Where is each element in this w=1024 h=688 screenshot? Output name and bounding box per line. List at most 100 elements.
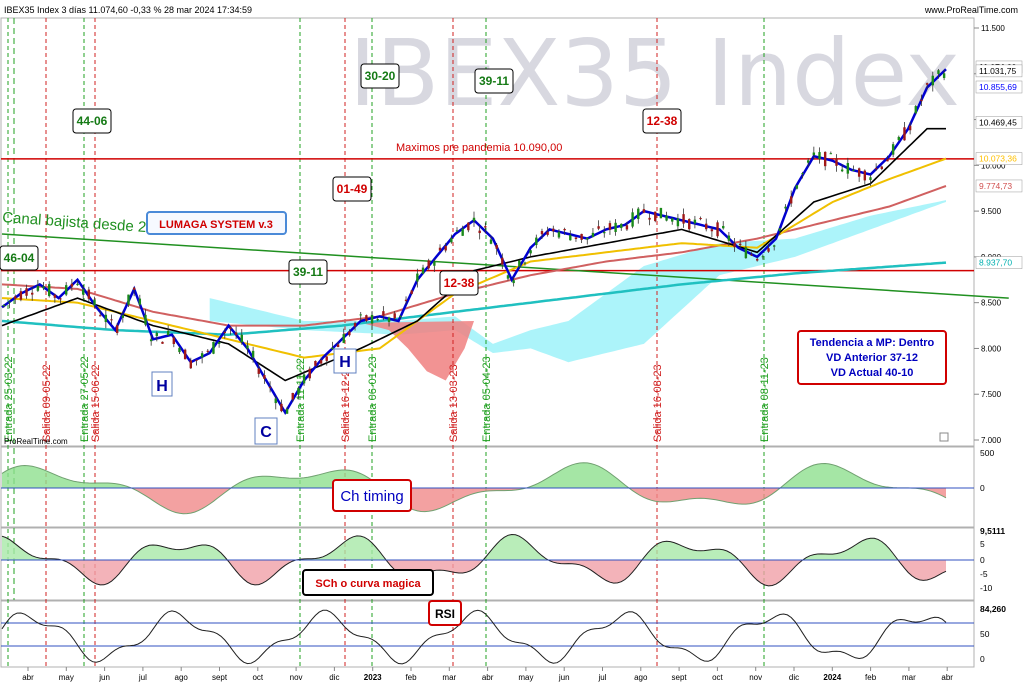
candle-body: [178, 347, 181, 353]
ichimoku-cloud: [209, 200, 946, 363]
candle-body: [195, 359, 198, 361]
candle-body: [48, 284, 51, 297]
candle-body: [835, 158, 838, 166]
candle-body: [840, 169, 844, 172]
candle-body: [410, 290, 413, 294]
x-tick-label: feb: [405, 673, 417, 682]
sch-line: [1, 533, 947, 587]
count-box: [360, 63, 400, 89]
candle-body: [778, 228, 782, 232]
candle-body: [433, 261, 436, 266]
candle-body: [925, 83, 929, 85]
ch-y-label: 500: [980, 448, 994, 458]
sch-y-label: -10: [980, 583, 993, 593]
candle-body: [750, 254, 753, 256]
rsi-y-label: 0: [980, 654, 985, 664]
y-tick-label: 8.500: [981, 299, 1002, 308]
sch-label-box: SCh o curva magica: [302, 569, 434, 596]
candle-body: [268, 386, 272, 388]
candle-body: [450, 238, 453, 243]
candle-body: [64, 285, 68, 295]
trend-box: Tendencia a MP: Dentro VD Anterior 37-12…: [797, 330, 947, 385]
candle-body: [399, 315, 402, 317]
candle-body: [874, 168, 878, 170]
candle-body: [852, 169, 855, 171]
y-tick-label: 7.500: [981, 390, 1002, 399]
candle-body: [438, 247, 442, 251]
candle-body: [200, 353, 204, 358]
chart-title: IBEX35 Index 3 días 11.074,60 -0,33 % 28…: [4, 5, 252, 15]
pattern-c: C: [254, 417, 278, 445]
candle-body: [620, 223, 623, 229]
candle-body: [518, 260, 521, 267]
candle-body: [739, 243, 742, 246]
candle-body: [336, 344, 340, 348]
price-tag-bg: [975, 256, 1023, 269]
x-tick-label: oct: [712, 673, 723, 682]
candle-body: [257, 368, 260, 374]
candle-body: [393, 313, 396, 319]
candle-body: [631, 212, 634, 227]
candle-body: [98, 315, 102, 317]
ch-timing-neg: [2, 488, 946, 514]
candle-body: [512, 280, 515, 284]
panel-resize-icon[interactable]: [939, 432, 949, 442]
candle-body: [234, 332, 238, 335]
ch-timing-line: [1, 462, 947, 515]
candle-body: [240, 334, 243, 343]
candle-body: [427, 260, 430, 269]
candle-body: [166, 330, 170, 336]
source-url[interactable]: www.ProRealTime.com: [924, 5, 1018, 15]
y-tick-label: 8.000: [981, 344, 1002, 353]
sch-y-label: -5: [980, 569, 988, 579]
candle-body: [716, 222, 719, 237]
y-tick-label: 11.500: [981, 24, 1005, 33]
x-tick-label: feb: [865, 673, 877, 682]
price-tag-bg: [975, 152, 1023, 165]
main-panel-frame: [0, 17, 975, 447]
signal-label: Salida 13-03-23: [448, 364, 460, 442]
candle-body: [138, 298, 142, 305]
x-tick-label: abr: [941, 673, 953, 682]
candle-body: [767, 248, 770, 252]
count-box-label: 12-38: [444, 276, 475, 290]
candle-body: [387, 317, 391, 322]
ch-y-label: 0: [980, 483, 985, 493]
candle-body: [846, 163, 850, 174]
candle-body: [444, 245, 447, 251]
price-tag: 10.855,69: [979, 82, 1017, 92]
candle-body: [217, 342, 221, 344]
x-tick-label: may: [59, 673, 74, 682]
price-tag-bg: [975, 116, 1023, 129]
candle-body: [574, 237, 578, 239]
candle-body: [155, 332, 159, 337]
candle-body: [608, 223, 612, 230]
candle-body: [897, 136, 900, 141]
candle-body: [280, 403, 283, 412]
price-tag: 8.937,70: [979, 258, 1012, 268]
signal-label: Salida 16-08-23: [652, 364, 664, 442]
x-tick-label: dic: [329, 673, 339, 682]
svg-text:H: H: [156, 378, 168, 395]
signal-label: Entrada 06-01-23: [367, 356, 379, 442]
candle-body: [693, 219, 697, 224]
x-tick-label: mar: [902, 673, 916, 682]
candle-body: [14, 296, 17, 299]
candle-body: [263, 375, 266, 379]
pattern-h-1: H: [151, 371, 173, 397]
candle-body: [206, 350, 209, 352]
price-tag: 10.469,45: [979, 117, 1017, 127]
svg-text:H: H: [339, 354, 351, 371]
candle-body: [76, 283, 79, 286]
candle-body: [183, 349, 187, 360]
x-tick-label: abr: [482, 673, 494, 682]
sch-y-label: 0: [980, 555, 985, 565]
candle-body: [857, 168, 861, 177]
trend-line-2: VD Anterior 37-12: [826, 352, 918, 364]
candle-body: [121, 315, 125, 318]
candle-body: [710, 229, 714, 232]
x-tick-label: 2023: [364, 673, 382, 682]
count-box-label: 39-11: [479, 74, 509, 88]
